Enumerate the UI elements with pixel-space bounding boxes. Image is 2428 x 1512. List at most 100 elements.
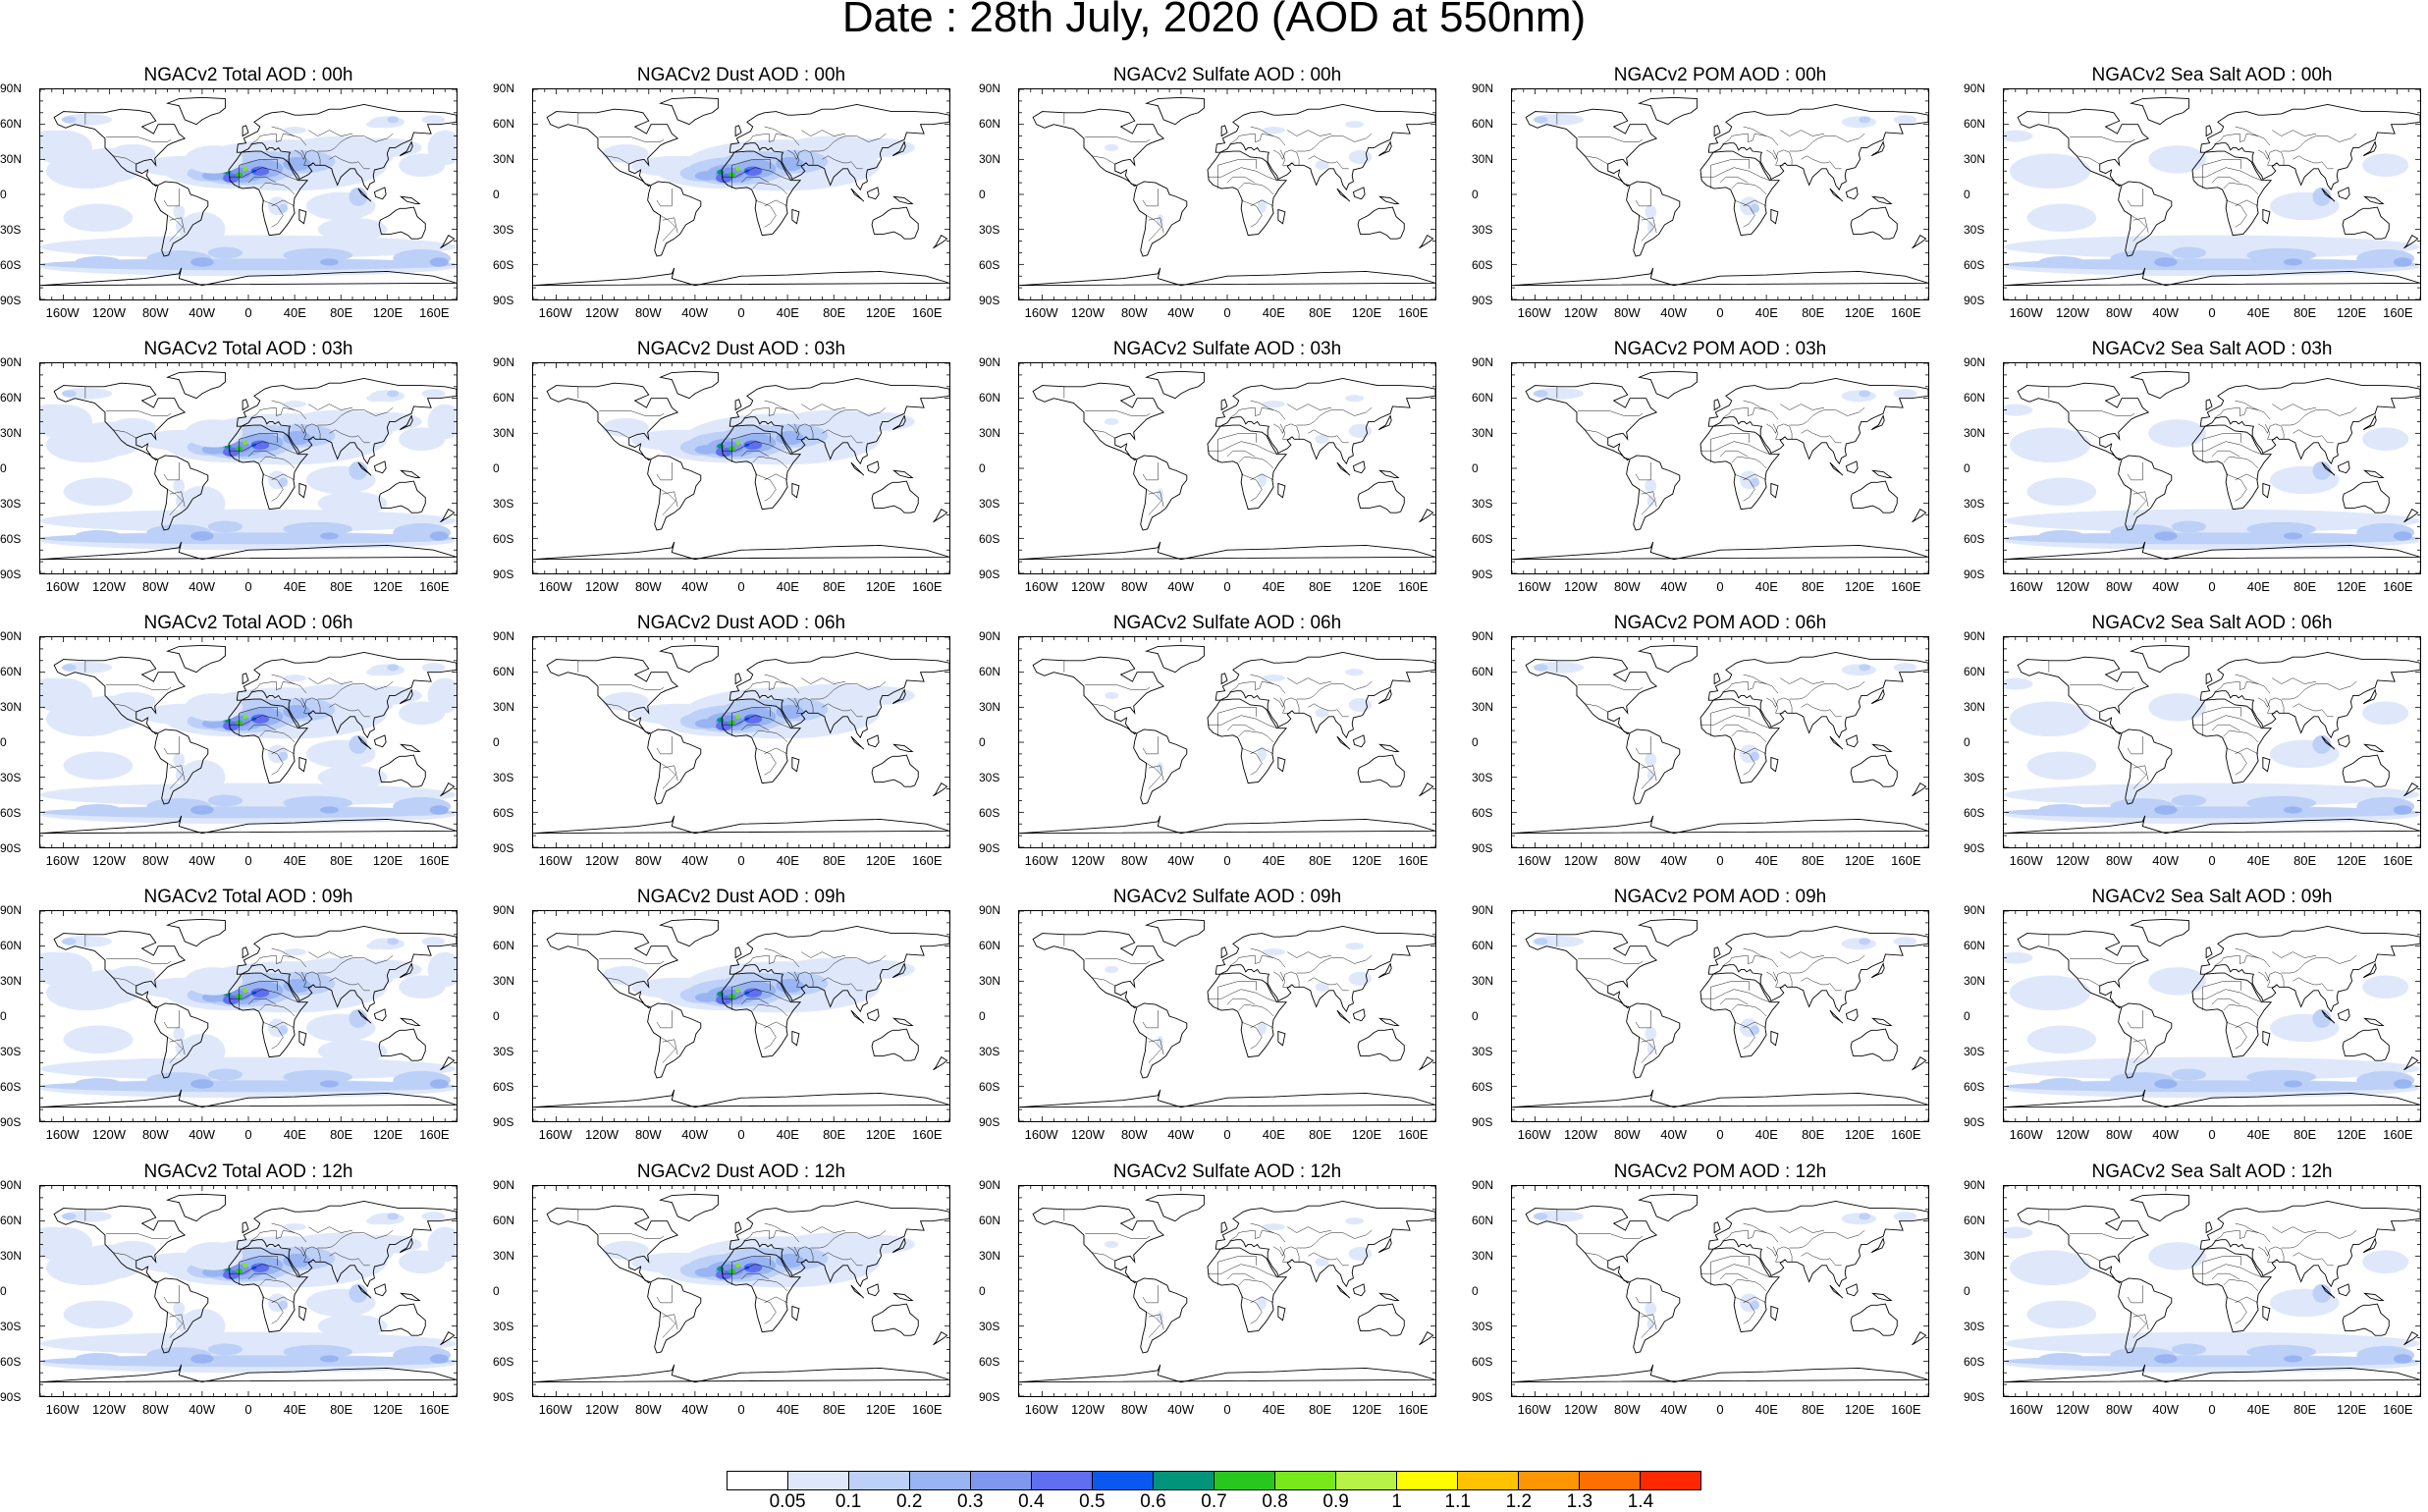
- x-tick-label: 80W: [1120, 1402, 1148, 1417]
- aod-field: [1533, 1210, 1585, 1222]
- y-tick-label: 60N: [0, 939, 23, 952]
- country-border: [1743, 400, 1779, 420]
- aod-field: [40, 1080, 457, 1093]
- aod-field: [349, 1008, 368, 1028]
- aod-field: [421, 937, 446, 946]
- coastline: [154, 455, 209, 531]
- coastline: [659, 1193, 719, 1222]
- aod-field: [1105, 965, 1119, 974]
- coastline: [399, 1237, 413, 1254]
- coastline: [2130, 1193, 2189, 1222]
- x-tick-label: 80W: [634, 1402, 662, 1417]
- country-border: [1085, 1233, 1151, 1239]
- coastline: [236, 378, 457, 465]
- country-border: [113, 429, 136, 439]
- aod-field: [40, 1331, 457, 1356]
- coastline: [659, 370, 719, 400]
- coastline: [228, 1247, 309, 1333]
- aod-field: [429, 1354, 449, 1364]
- aod-field: [1859, 1213, 1871, 1220]
- aod-field: [369, 423, 394, 439]
- country-border: [1142, 1285, 1159, 1304]
- country-border: [271, 747, 296, 755]
- country-border: [1710, 707, 1750, 737]
- country-border: [1296, 681, 1373, 700]
- country-border: [2235, 747, 2259, 755]
- aod-field: [387, 664, 400, 672]
- aod-field: [2009, 701, 2091, 737]
- y-tick-label: 0: [1472, 461, 1479, 475]
- aod-field: [126, 143, 140, 152]
- panel-title: NGACv2 Total AOD : 00h: [143, 65, 353, 85]
- coastline: [1019, 1089, 1435, 1108]
- country-border: [228, 167, 298, 181]
- coastline: [400, 1292, 421, 1301]
- aod-field: [185, 145, 243, 174]
- coastline: [1352, 734, 1366, 748]
- coastline: [236, 1201, 457, 1288]
- coastline: [1871, 195, 1893, 204]
- country-border: [1241, 199, 1263, 228]
- coastline: [734, 946, 742, 959]
- x-tick-label: 80E: [1802, 305, 1825, 320]
- aod-field: [743, 988, 763, 998]
- country-border: [329, 703, 370, 718]
- y-tick-label: 90N: [493, 81, 515, 95]
- x-tick-label: 40W: [1167, 305, 1195, 320]
- country-border: [1585, 703, 1608, 713]
- x-tick-label: 160E: [2383, 305, 2413, 320]
- coastline: [933, 234, 948, 249]
- country-border: [660, 215, 676, 242]
- country-border: [1279, 423, 1291, 440]
- aod-field: [75, 421, 144, 458]
- country-border: [743, 133, 788, 145]
- country-border: [743, 954, 788, 967]
- y-tick-label: 90S: [979, 1390, 1000, 1404]
- panel-title: NGACv2 Dust AOD : 09h: [636, 887, 846, 907]
- y-tick-label: 90S: [493, 567, 514, 581]
- country-border: [1287, 1226, 1332, 1233]
- country-border: [167, 215, 184, 242]
- aod-field: [173, 1301, 186, 1316]
- aod-field: [427, 677, 457, 714]
- x-tick-label: 160W: [1517, 579, 1551, 594]
- aod-field: [1257, 472, 1268, 488]
- x-tick-label: 80E: [330, 579, 353, 594]
- x-tick-label: 0: [244, 1127, 252, 1142]
- aod-field: [283, 978, 311, 994]
- coastline: [2403, 1055, 2419, 1071]
- aod-field: [1262, 127, 1285, 135]
- country-border: [1641, 491, 1657, 508]
- coastline: [1829, 1009, 1844, 1024]
- aod-field: [283, 1344, 352, 1359]
- aod-field: [283, 1069, 352, 1084]
- country-border: [300, 697, 312, 714]
- aod-field: [201, 445, 226, 455]
- y-tick-label: 30S: [1964, 223, 1985, 237]
- x-tick-label: 160E: [2383, 1402, 2413, 1417]
- aod-field: [75, 695, 144, 731]
- country-border: [2235, 1222, 2271, 1243]
- country-border: [743, 680, 788, 693]
- country-border: [1250, 199, 1274, 207]
- aod-field: [126, 965, 140, 974]
- y-tick-label: 60N: [0, 117, 23, 131]
- country-border: [317, 1230, 394, 1249]
- aod-field: [429, 257, 449, 267]
- coastline: [1512, 267, 1928, 287]
- x-tick-label: 160E: [1398, 579, 1429, 594]
- x-tick-label: 120W: [585, 579, 619, 594]
- country-border: [1765, 971, 1793, 988]
- aod-field: [1893, 115, 1917, 125]
- x-tick-label: 120W: [2056, 1402, 2089, 1417]
- country-border: [2211, 724, 2240, 731]
- coastline: [1357, 1028, 1405, 1061]
- x-tick-label: 160E: [419, 1402, 450, 1417]
- x-tick-label: 120W: [1071, 1127, 1105, 1142]
- aod-field: [427, 404, 457, 440]
- y-tick-label: 30N: [979, 426, 1001, 440]
- country-border: [793, 697, 805, 714]
- country-border: [2223, 456, 2259, 469]
- coastline: [2004, 267, 2420, 287]
- country-border: [1250, 674, 1286, 694]
